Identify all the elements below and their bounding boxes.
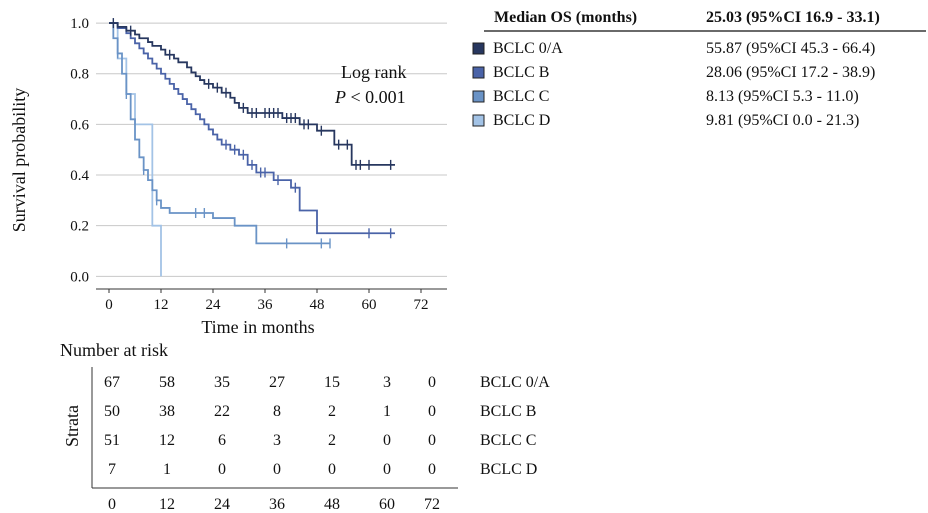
y-tick-label: 0.4 xyxy=(70,168,89,184)
risk-cell: 22 xyxy=(214,403,230,420)
risk-cell: 0 xyxy=(428,374,436,391)
x-tick-label: 60 xyxy=(362,297,377,313)
y-tick-label: 0.0 xyxy=(70,269,89,285)
risk-cell: 0 xyxy=(383,461,391,478)
risk-strata-name: BCLC 0/A xyxy=(480,374,550,391)
legend-median-value: 9.81 (95%CI 0.0 - 21.3) xyxy=(706,112,859,129)
risk-time-label: 0 xyxy=(108,496,116,513)
risk-table-time-labels: 0 12 24 36 48 60 72 xyxy=(108,496,440,513)
risk-table-cells: 67 58 35 27 15 3 0 50 38 22 8 2 1 0 51 12 6 3 2 0 0 7 1 0 0 0 0 0 xyxy=(104,374,436,478)
legend-series-name: BCLC D xyxy=(493,112,550,129)
x-axis-title: Time in months xyxy=(201,317,314,337)
curve-bclc-c xyxy=(109,22,330,245)
risk-cell: 0 xyxy=(428,461,436,478)
y-axis-title: Survival probability xyxy=(9,88,29,232)
risk-strata-name: BCLC B xyxy=(480,403,536,420)
legend-swatch xyxy=(472,42,485,55)
risk-time-label: 48 xyxy=(324,496,340,513)
median-os-legend: Median OS (months) 25.03 (95%CI 16.9 - 3… xyxy=(472,9,926,129)
risk-cell: 2 xyxy=(328,432,336,449)
survival-curves xyxy=(109,22,395,277)
y-tick-label: 1.0 xyxy=(70,16,89,32)
x-tick-label: 72 xyxy=(414,297,429,313)
y-tick-label: 0.2 xyxy=(70,219,89,235)
risk-table: Number at risk Strata 67 58 35 27 15 3 050 38 22… xyxy=(60,340,550,513)
risk-cell: 12 xyxy=(159,432,175,449)
legend-rows: BCLC 0/A 55.87 (95%CI 45.3 - 66.4) BCLC B 2… xyxy=(472,40,875,129)
risk-cell: 0 xyxy=(328,461,336,478)
risk-cell: 0 xyxy=(428,403,436,420)
p-symbol: P xyxy=(334,87,346,107)
legend-series-name: BCLC 0/A xyxy=(493,40,563,57)
legend-header-label: Median OS (months) xyxy=(494,9,637,26)
x-tick-label: 0 xyxy=(105,297,113,313)
legend-median-value: 8.13 (95%CI 5.3 - 11.0) xyxy=(706,88,859,105)
risk-cell: 7 xyxy=(108,461,116,478)
risk-cell: 6 xyxy=(218,432,226,449)
risk-time-label: 60 xyxy=(379,496,395,513)
survival-plot: 0 12 24 36 48 60 72 0.0 0.2 0.4 0.6 0.8 1.0 Time in… xyxy=(9,16,447,337)
risk-cell: 15 xyxy=(324,374,340,391)
risk-cell: 1 xyxy=(163,461,171,478)
legend-series-name: BCLC C xyxy=(493,88,549,105)
y-tick-label: 0.8 xyxy=(70,67,89,83)
x-tick-label: 48 xyxy=(310,297,325,313)
risk-cell: 67 xyxy=(104,374,120,391)
risk-cell: 2 xyxy=(328,403,336,420)
censor-marks xyxy=(112,18,392,249)
log-rank-label: Log rank xyxy=(341,62,406,82)
x-tick-label: 36 xyxy=(258,297,274,313)
x-tick-label: 12 xyxy=(154,297,169,313)
risk-strata-name: BCLC C xyxy=(480,432,536,449)
curve-bclc-0-a xyxy=(109,22,395,166)
risk-cell: 0 xyxy=(383,432,391,449)
risk-cell: 8 xyxy=(273,403,281,420)
legend-header-value: 25.03 (95%CI 16.9 - 33.1) xyxy=(706,9,880,26)
risk-cell: 38 xyxy=(159,403,175,420)
p-rest: < 0.001 xyxy=(346,87,406,107)
strata-label: Strata xyxy=(62,405,82,447)
risk-cell: 27 xyxy=(269,374,285,391)
risk-table-strata-names: BCLC 0/A BCLC B BCLC C BCLC D xyxy=(480,374,550,478)
risk-strata-name: BCLC D xyxy=(480,461,537,478)
legend-median-value: 55.87 (95%CI 45.3 - 66.4) xyxy=(706,40,875,57)
risk-time-label: 24 xyxy=(214,496,230,513)
risk-time-label: 72 xyxy=(424,496,440,513)
risk-cell: 0 xyxy=(428,432,436,449)
risk-cell: 3 xyxy=(383,374,391,391)
legend-swatch xyxy=(472,90,485,103)
x-tick-label: 24 xyxy=(206,297,222,313)
y-tick-label: 0.6 xyxy=(70,117,89,133)
risk-cell: 35 xyxy=(214,374,230,391)
curve-bclc-b xyxy=(109,22,395,235)
legend-swatch xyxy=(472,114,485,127)
risk-cell: 3 xyxy=(273,432,281,449)
legend-series-name: BCLC B xyxy=(493,64,549,81)
risk-table-title: Number at risk xyxy=(60,340,168,360)
risk-cell: 0 xyxy=(273,461,281,478)
legend-median-value: 28.06 (95%CI 17.2 - 38.9) xyxy=(706,64,875,81)
y-tick-labels: 0.0 0.2 0.4 0.6 0.8 1.0 xyxy=(70,16,89,285)
x-tick-labels: 0 12 24 36 48 60 72 xyxy=(105,289,429,313)
legend-swatch xyxy=(472,66,485,79)
risk-cell: 51 xyxy=(104,432,120,449)
risk-time-label: 36 xyxy=(269,496,285,513)
risk-cell: 58 xyxy=(159,374,175,391)
risk-time-label: 12 xyxy=(159,496,175,513)
risk-cell: 1 xyxy=(383,403,391,420)
p-value-label: P < 0.001 xyxy=(334,87,406,107)
risk-cell: 50 xyxy=(104,403,120,420)
risk-cell: 0 xyxy=(218,461,226,478)
